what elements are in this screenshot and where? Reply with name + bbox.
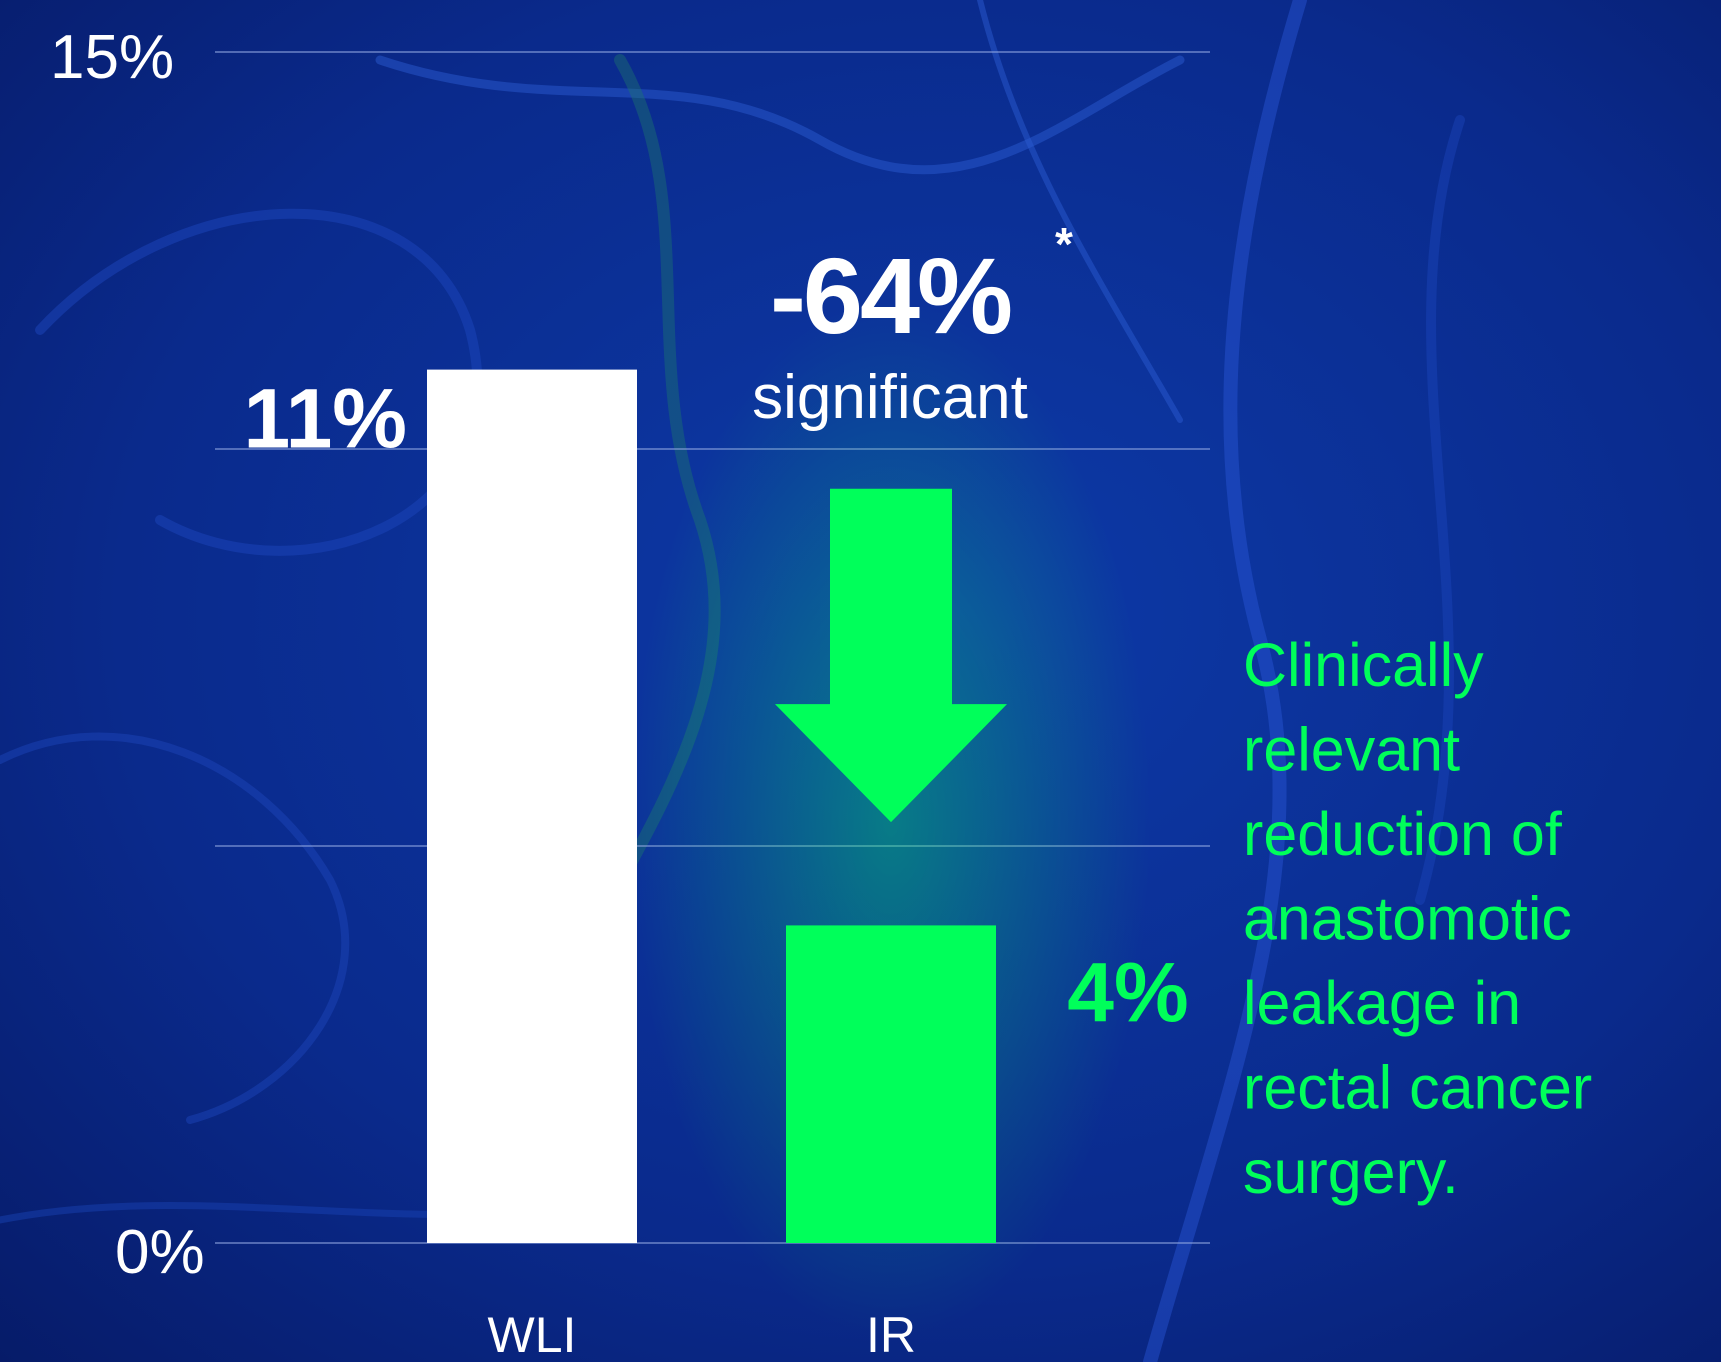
down-arrow-icon xyxy=(775,488,1007,823)
side-note-line: rectal cancer xyxy=(1243,1054,1592,1122)
value-label-ir: 4% xyxy=(1067,945,1188,1039)
reduction-arrow xyxy=(775,488,1007,823)
significance-asterisk: * xyxy=(1055,218,1073,270)
side-note-line: surgery. xyxy=(1243,1138,1459,1206)
bar-wli xyxy=(427,369,637,1244)
x-tick-label-ir: IR xyxy=(866,1307,916,1362)
x-tick-labels: WLI IR xyxy=(488,1307,916,1362)
side-note-line: reduction of xyxy=(1243,800,1563,868)
y-tick-label: 0% xyxy=(115,1218,205,1287)
y-tick-label: 15% xyxy=(50,23,174,92)
side-note-line: relevant xyxy=(1243,716,1460,784)
side-note-line: anastomotic xyxy=(1243,885,1572,953)
value-labels: 11% 4% xyxy=(244,372,1189,1040)
side-note-line: leakage in xyxy=(1243,969,1521,1037)
side-note: Clinically relevant reduction of anastomoti… xyxy=(1243,631,1592,1206)
value-label-wli: 11% xyxy=(244,372,408,466)
bar-ir xyxy=(786,925,996,1243)
reduction-percent: -64% xyxy=(770,235,1011,356)
y-tick-labels: 0% 15% xyxy=(50,23,205,1287)
significance-label: significant xyxy=(752,363,1028,432)
side-note-line: Clinically xyxy=(1243,631,1484,699)
bars xyxy=(427,369,996,1244)
x-tick-label-wli: WLI xyxy=(488,1307,577,1362)
